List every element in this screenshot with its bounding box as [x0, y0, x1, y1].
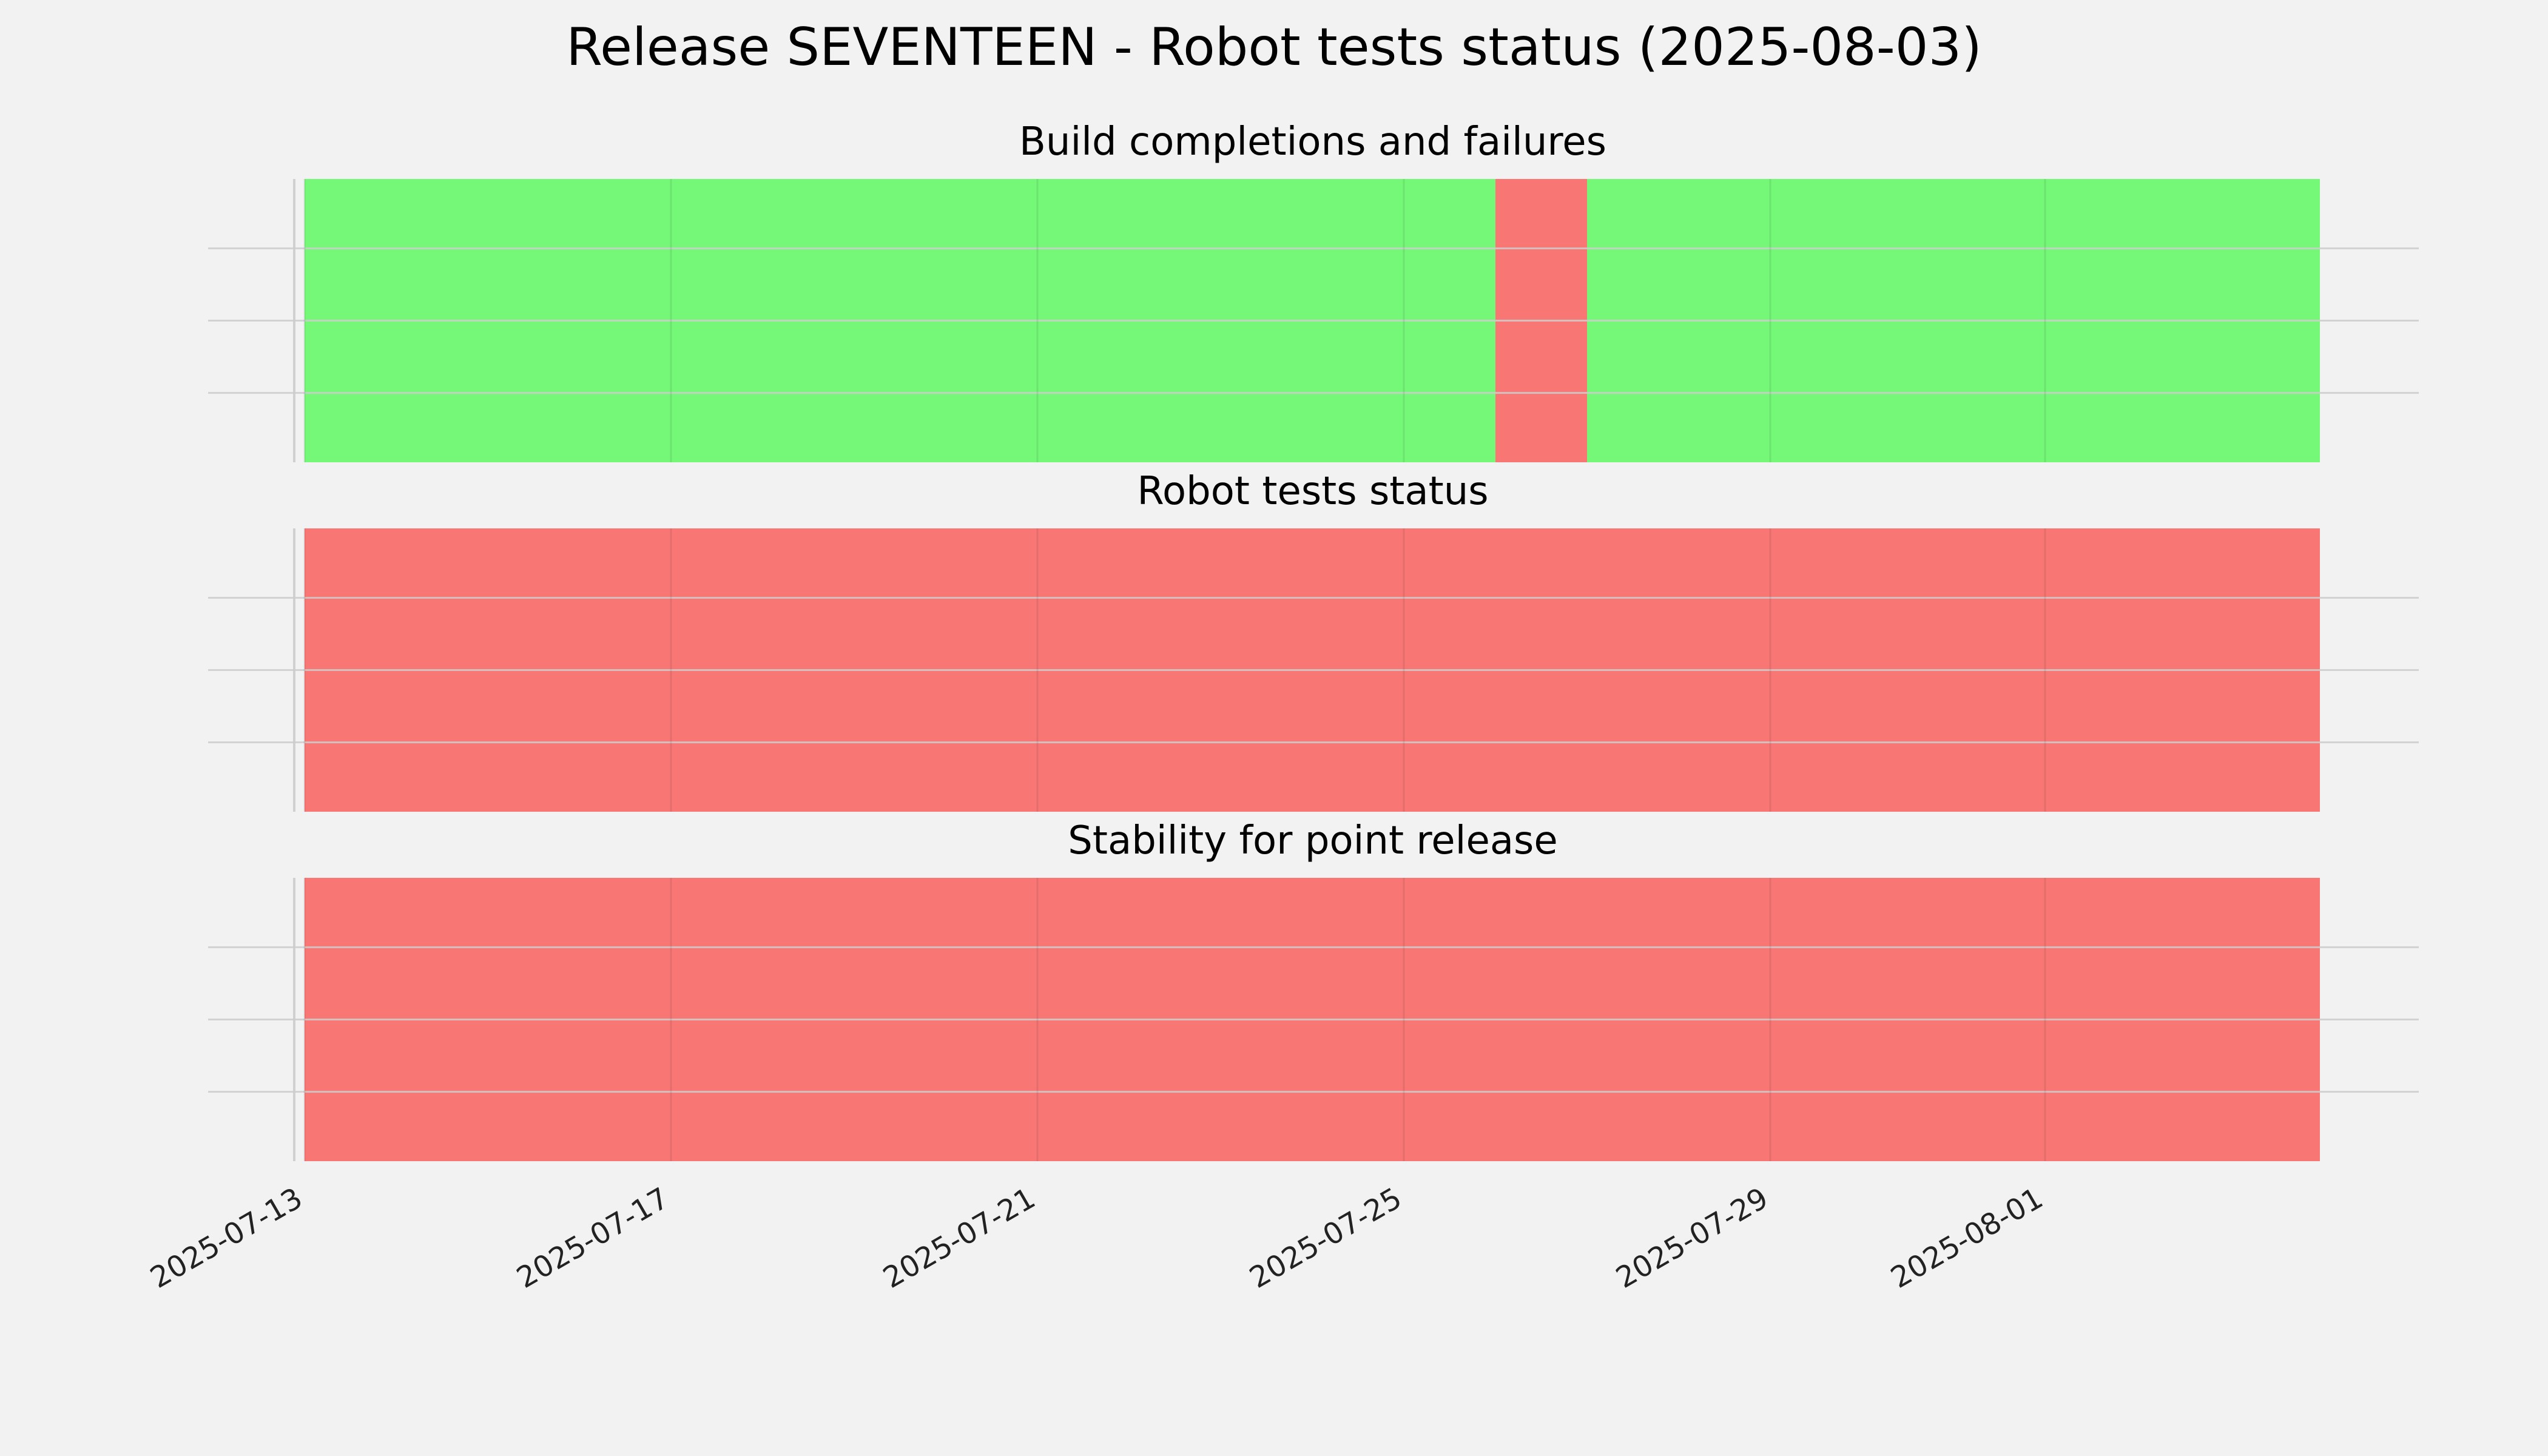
panel-title: Stability for point release — [1068, 818, 1558, 863]
figure-title: Release SEVENTEEN - Robot tests status (… — [566, 17, 1982, 78]
panel-title: Build completions and failures — [1019, 120, 1606, 164]
panel-title: Robot tests status — [1137, 469, 1488, 514]
panel-2: Robot tests status — [208, 469, 2419, 812]
chart-panels: Build completions and failures Robot test… — [208, 120, 2419, 1161]
panel-3: Stability for point release — [208, 818, 2419, 1161]
panel-1: Build completions and failures — [208, 120, 2419, 462]
